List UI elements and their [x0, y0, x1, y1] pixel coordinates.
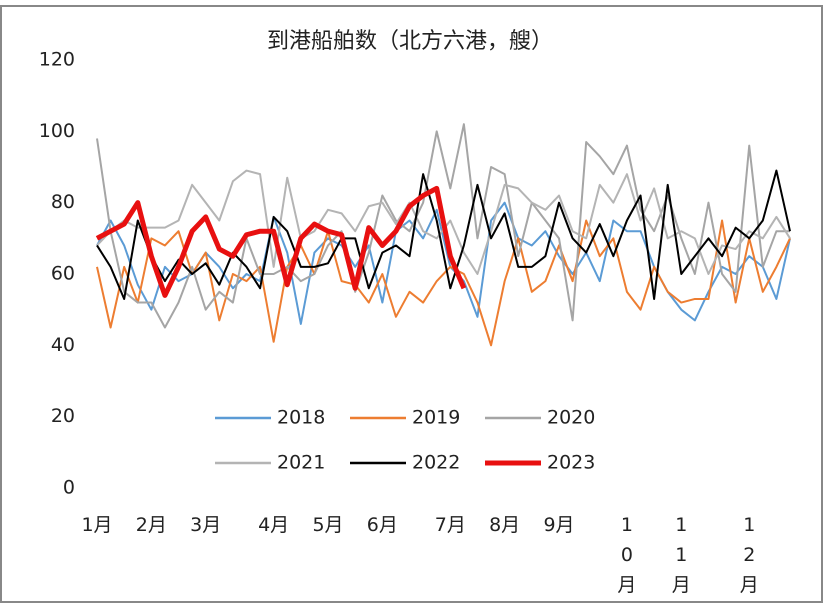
- x-tick-label: 2月: [135, 514, 167, 536]
- y-tick-label: 60: [51, 263, 75, 285]
- series-line: [96, 123, 790, 329]
- x-tick-label: 4月: [258, 514, 290, 536]
- legend-label: 2021: [277, 452, 325, 474]
- chart-title: 到港船舶数（北方六港，艘）: [267, 29, 553, 54]
- y-tick-label: 40: [51, 334, 75, 356]
- legend-label: 2018: [277, 407, 325, 429]
- x-tick-label: 11月: [671, 514, 691, 596]
- series-line: [96, 201, 791, 325]
- series-line: [95, 185, 467, 298]
- y-tick-label: 80: [51, 191, 75, 213]
- x-tick-label: 12月: [739, 514, 759, 596]
- x-tick-label: 10月: [617, 514, 637, 596]
- x-tick-label: 1月: [81, 514, 113, 536]
- y-tick-label: 100: [39, 120, 75, 142]
- frame: [0, 5, 823, 603]
- y-tick-label: 120: [39, 49, 75, 71]
- legend-label: 2023: [547, 452, 595, 474]
- legend-label: 2019: [412, 407, 460, 429]
- legend-label: 2022: [412, 452, 460, 474]
- series-line: [96, 219, 791, 347]
- x-tick-label: 7月: [434, 514, 466, 536]
- x-tick-label: 6月: [366, 514, 398, 536]
- x-tick-label: 8月: [489, 514, 521, 536]
- x-tick-label: 9月: [543, 514, 575, 536]
- x-tick-label: 5月: [312, 514, 344, 536]
- y-tick-label: 0: [63, 477, 75, 499]
- series-line: [96, 169, 791, 300]
- y-tick-label: 20: [51, 405, 75, 427]
- legend-label: 2020: [547, 407, 595, 429]
- x-tick-label: 3月: [190, 514, 222, 536]
